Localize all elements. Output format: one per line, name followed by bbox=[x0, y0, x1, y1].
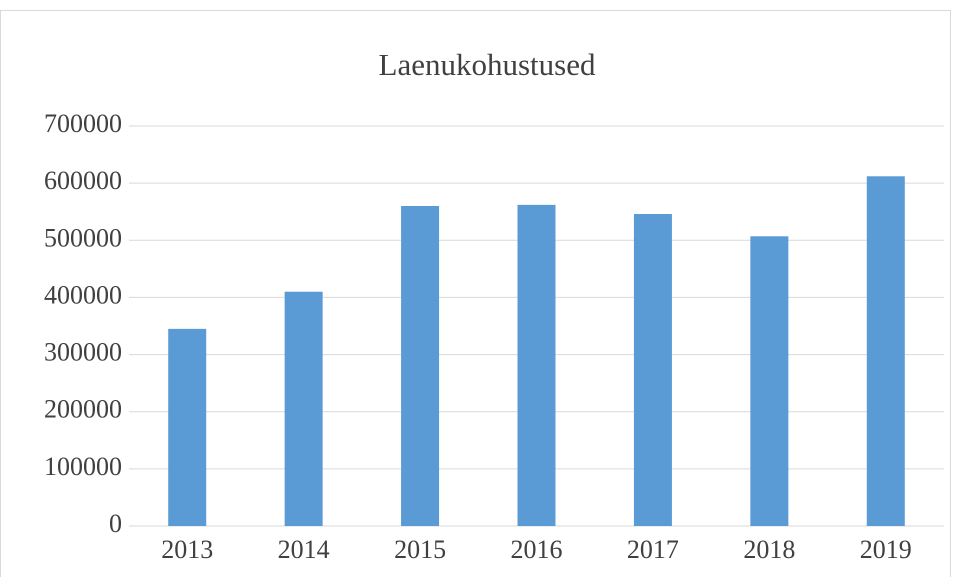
chart-border bbox=[0, 10, 951, 582]
bar bbox=[284, 291, 323, 526]
y-tick-label: 200000 bbox=[44, 395, 122, 424]
x-tick-label: 2018 bbox=[743, 535, 795, 564]
x-tick-label: 2015 bbox=[394, 535, 446, 564]
bar bbox=[517, 204, 556, 526]
x-tick-label: 2014 bbox=[278, 535, 330, 564]
x-tick-label: 2017 bbox=[627, 535, 679, 564]
bar bbox=[750, 236, 789, 527]
y-tick-label: 300000 bbox=[44, 338, 122, 367]
x-tick-label: 2019 bbox=[860, 535, 912, 564]
bar bbox=[633, 214, 672, 526]
chart-title: Laenukohustused bbox=[379, 47, 596, 82]
bar bbox=[168, 328, 207, 526]
x-tick-label: 2013 bbox=[161, 535, 213, 564]
y-tick-label: 700000 bbox=[44, 109, 122, 138]
x-tick-label: 2016 bbox=[511, 535, 563, 564]
y-tick-label: 0 bbox=[109, 509, 122, 538]
y-tick-label: 400000 bbox=[44, 280, 122, 309]
y-tick-label: 600000 bbox=[44, 166, 122, 195]
bar bbox=[401, 206, 440, 526]
y-tick-label: 500000 bbox=[44, 223, 122, 252]
y-tick-label: 100000 bbox=[44, 452, 122, 481]
bar bbox=[866, 176, 905, 527]
